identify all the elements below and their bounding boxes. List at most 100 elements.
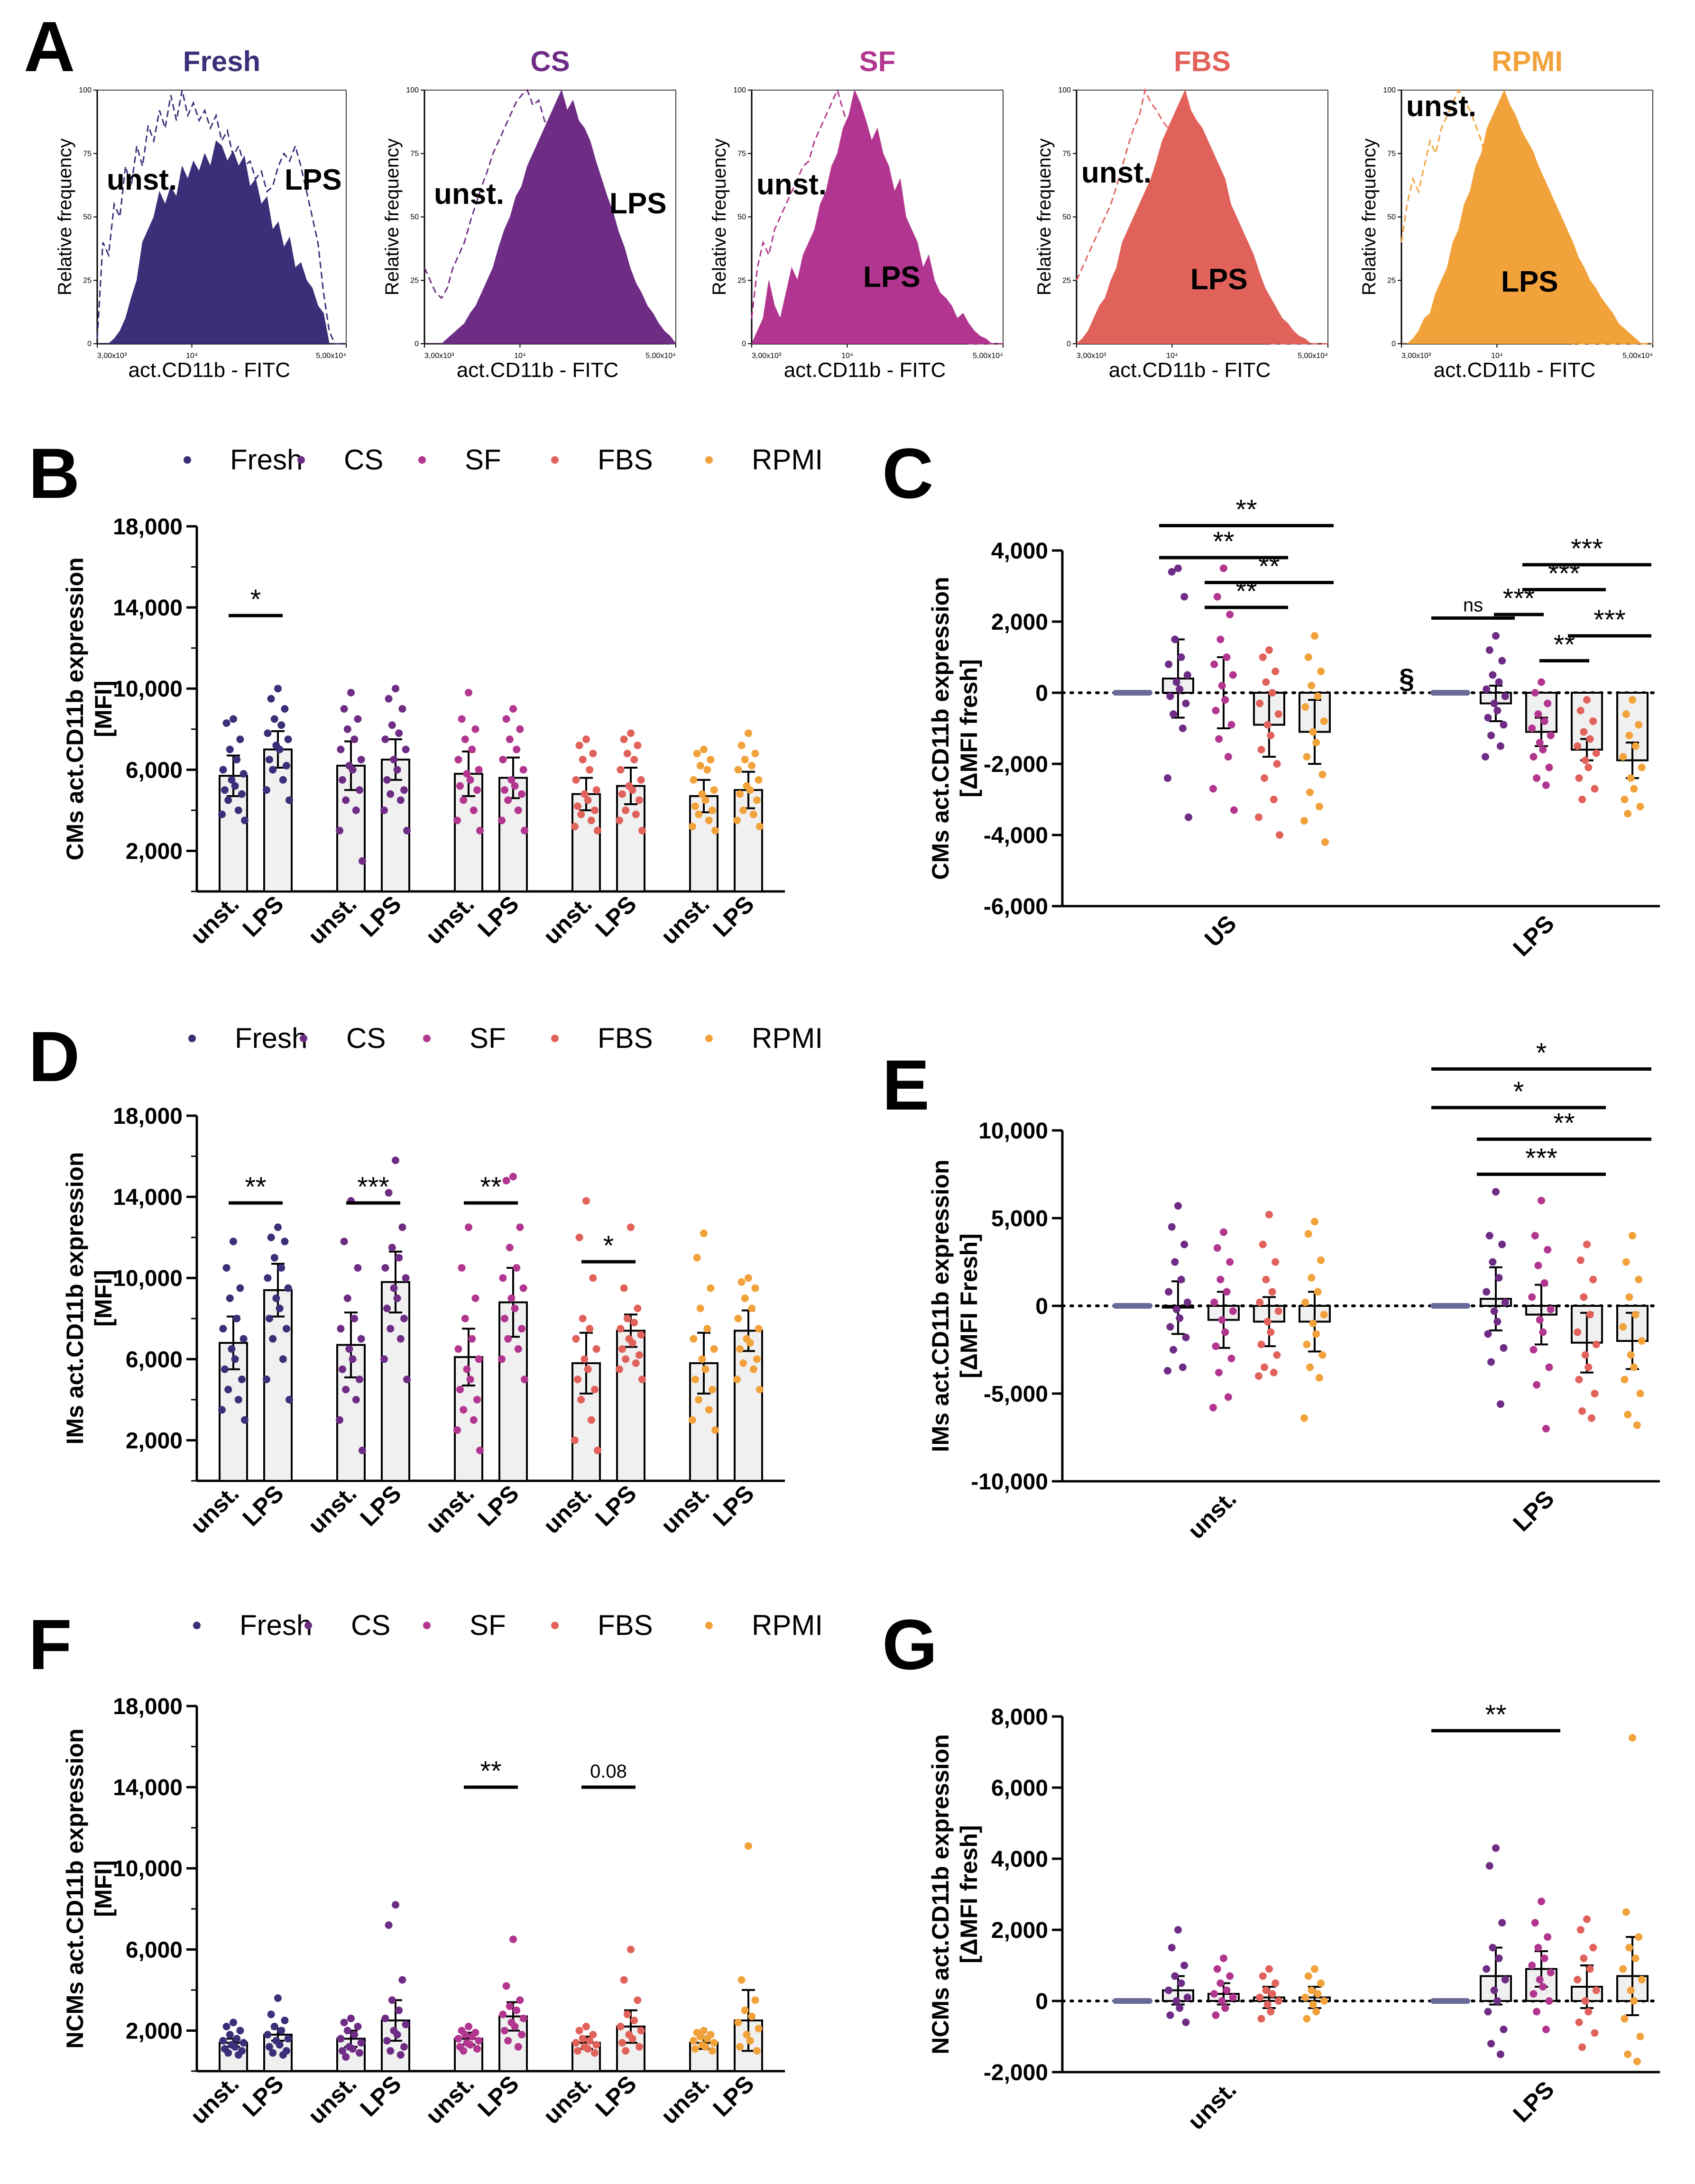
data-point <box>1483 1965 1491 1973</box>
data-point <box>234 1395 242 1404</box>
data-point <box>751 750 759 758</box>
panel-g-chart: -2,000 0 2,000 4,000 6,000 8,000 NCMs act.CD11… <box>927 1699 1661 2135</box>
data-point <box>274 1994 282 2002</box>
data-point <box>1171 1972 1179 1980</box>
histogram-rpmi: RPMI 0 25 50 75 100 3,00x10³ 10⁴ 5,00x10⁴ unst. LP… <box>1359 46 1653 382</box>
data-point <box>1170 710 1178 718</box>
data-point <box>698 790 706 798</box>
data-point <box>1534 1944 1542 1952</box>
data-point <box>509 705 517 713</box>
data-point <box>737 1976 746 1984</box>
y-tick-label: 14,000 <box>113 596 183 621</box>
panel-label-G: G <box>882 1605 938 1684</box>
significance-label: ** <box>1554 630 1575 661</box>
data-point <box>468 745 476 753</box>
data-point <box>1538 1898 1545 1905</box>
data-point <box>1180 593 1188 601</box>
data-point <box>696 2033 704 2041</box>
legend-label-sf: SF <box>470 1022 506 1054</box>
data-point <box>516 1996 524 2004</box>
data-point <box>1529 1990 1538 1998</box>
data-point <box>1183 671 1191 679</box>
data-point <box>266 2043 273 2051</box>
data-point <box>519 2014 527 2022</box>
data-point <box>690 2037 698 2045</box>
data-point <box>579 1314 587 1322</box>
data-point <box>274 685 282 693</box>
data-point <box>357 1335 365 1343</box>
data-point <box>458 715 466 723</box>
legend-marker-rpmi <box>705 1035 713 1042</box>
data-point <box>1311 1965 1318 1973</box>
bar-fresh-lps <box>263 748 293 892</box>
y-tick-label: 50 <box>737 213 746 221</box>
data-point <box>1223 1986 1231 1994</box>
data-point <box>1501 1298 1509 1306</box>
x-category-label: LPS <box>1508 910 1559 961</box>
y-tick-label: 4,000 <box>991 539 1048 564</box>
data-point <box>230 2019 237 2027</box>
data-point <box>617 766 625 774</box>
data-point <box>1633 1421 1641 1429</box>
data-point <box>1619 753 1627 761</box>
data-point <box>1230 806 1238 814</box>
y-tick-label: 18,000 <box>113 514 183 540</box>
data-point <box>586 766 594 774</box>
data-point <box>1304 1972 1312 1980</box>
panel-label-F: F <box>28 1605 72 1684</box>
data-point <box>1180 1240 1188 1248</box>
data-point <box>461 1314 469 1322</box>
data-point <box>499 1274 507 1282</box>
legend-label-fbs: FBS <box>598 1609 653 1641</box>
data-point <box>1267 732 1275 739</box>
data-point <box>1638 763 1646 771</box>
data-point <box>1592 1986 1600 1994</box>
panel-a-histograms: Fresh 0 25 50 75 100 3,00x10³ 10⁴ 5,00x10⁴ unst. L… <box>55 46 1653 382</box>
data-point <box>388 1996 396 2004</box>
data-point <box>506 1244 514 1252</box>
y-tick-label: 2,000 <box>991 610 1048 635</box>
data-point <box>266 755 273 763</box>
data-point <box>1539 1983 1547 1991</box>
data-point <box>1484 1330 1492 1338</box>
data-point <box>1182 699 1190 707</box>
data-point <box>1495 1274 1503 1282</box>
data-point <box>347 2014 355 2022</box>
y-tick-label: 0 <box>742 340 746 348</box>
data-point <box>748 2012 756 2020</box>
data-point <box>1171 1258 1179 1266</box>
data-point <box>584 2045 592 2053</box>
unst-histogram-line <box>1076 88 1328 345</box>
data-point <box>453 1426 461 1434</box>
bar-sf-unst <box>454 1356 483 1482</box>
data-point <box>1635 721 1643 729</box>
legend-label-sf: SF <box>470 1609 506 1641</box>
data-point <box>224 796 232 804</box>
data-point <box>1273 1351 1281 1359</box>
data-point <box>1629 1232 1636 1239</box>
x-tick-label: unst. <box>538 890 597 949</box>
data-point <box>634 1996 642 2004</box>
y-tick-label: 100 <box>406 86 419 94</box>
data-point <box>1220 564 1227 572</box>
data-point <box>1528 1962 1536 1969</box>
data-point <box>1165 1288 1173 1296</box>
data-point <box>638 826 646 835</box>
y-tick-label: 50 <box>1387 213 1396 221</box>
y-tick-label: 50 <box>410 213 419 221</box>
data-point <box>343 2027 351 2035</box>
data-point <box>691 802 699 810</box>
data-point <box>1492 1844 1500 1852</box>
legend-marker-fbs <box>551 1035 559 1042</box>
legend-marker-cs <box>300 1035 307 1042</box>
data-point <box>1580 1955 1588 1962</box>
data-point <box>267 695 275 703</box>
data-point <box>701 1365 709 1373</box>
data-point <box>1625 1293 1633 1301</box>
data-point <box>1591 2029 1599 2037</box>
data-point <box>1485 646 1493 654</box>
x-axis-label: act.CD11b - FITC <box>1109 358 1271 382</box>
y-tick-label: 10,000 <box>113 1856 183 1881</box>
y-tick-label: 6,000 <box>126 758 183 783</box>
x-tick-label: 3,00x10³ <box>1401 352 1431 360</box>
